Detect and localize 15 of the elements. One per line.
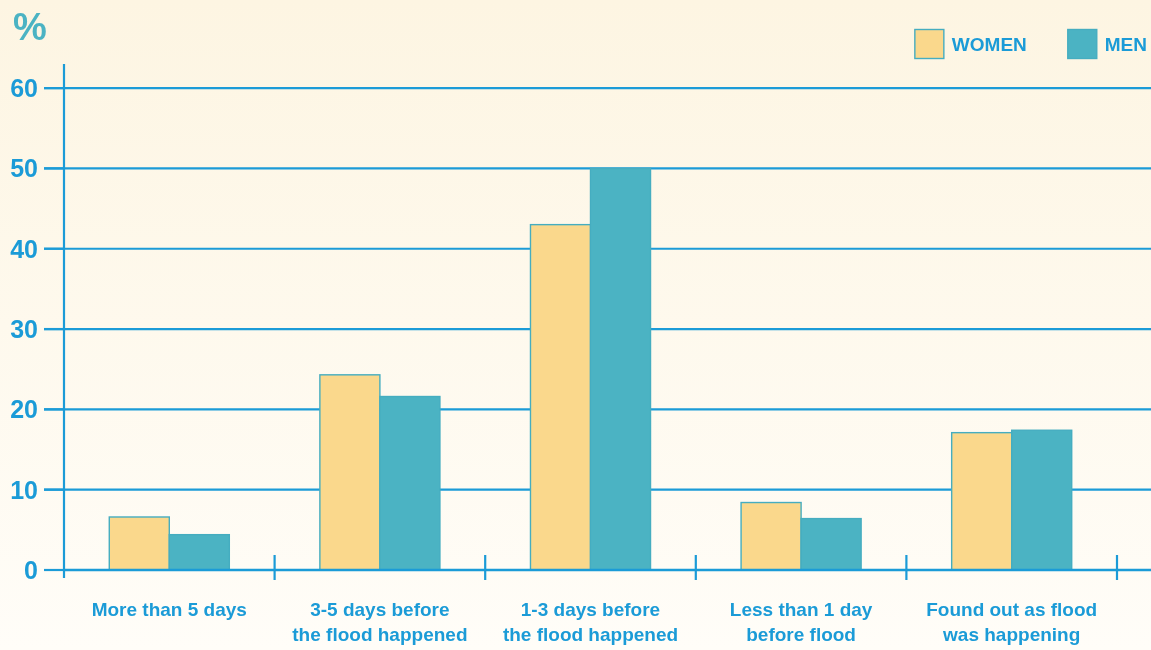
y-tick-label: 10 <box>10 475 38 504</box>
x-tick-label: More than 5 days <box>91 598 247 620</box>
legend-label: WOMEN <box>951 33 1027 55</box>
y-tick-label: 0 <box>24 556 38 584</box>
y-axis-title: % <box>13 6 47 48</box>
legend-label: MEN <box>1104 33 1148 55</box>
y-tick-label: 60 <box>10 74 38 103</box>
y-tick-label: 20 <box>10 395 38 424</box>
x-tick-label: Found out as flood was happening <box>926 598 1098 645</box>
y-tick-label: 50 <box>10 154 38 183</box>
x-tick-label: Less than 1 day before flood <box>729 598 873 645</box>
y-tick-label: 30 <box>10 315 38 344</box>
x-tick-label: 3-5 days before the flood happened <box>292 598 468 645</box>
y-tick-label: 40 <box>10 234 38 263</box>
x-tick-label: 1-3 days before the flood happened <box>502 598 679 645</box>
